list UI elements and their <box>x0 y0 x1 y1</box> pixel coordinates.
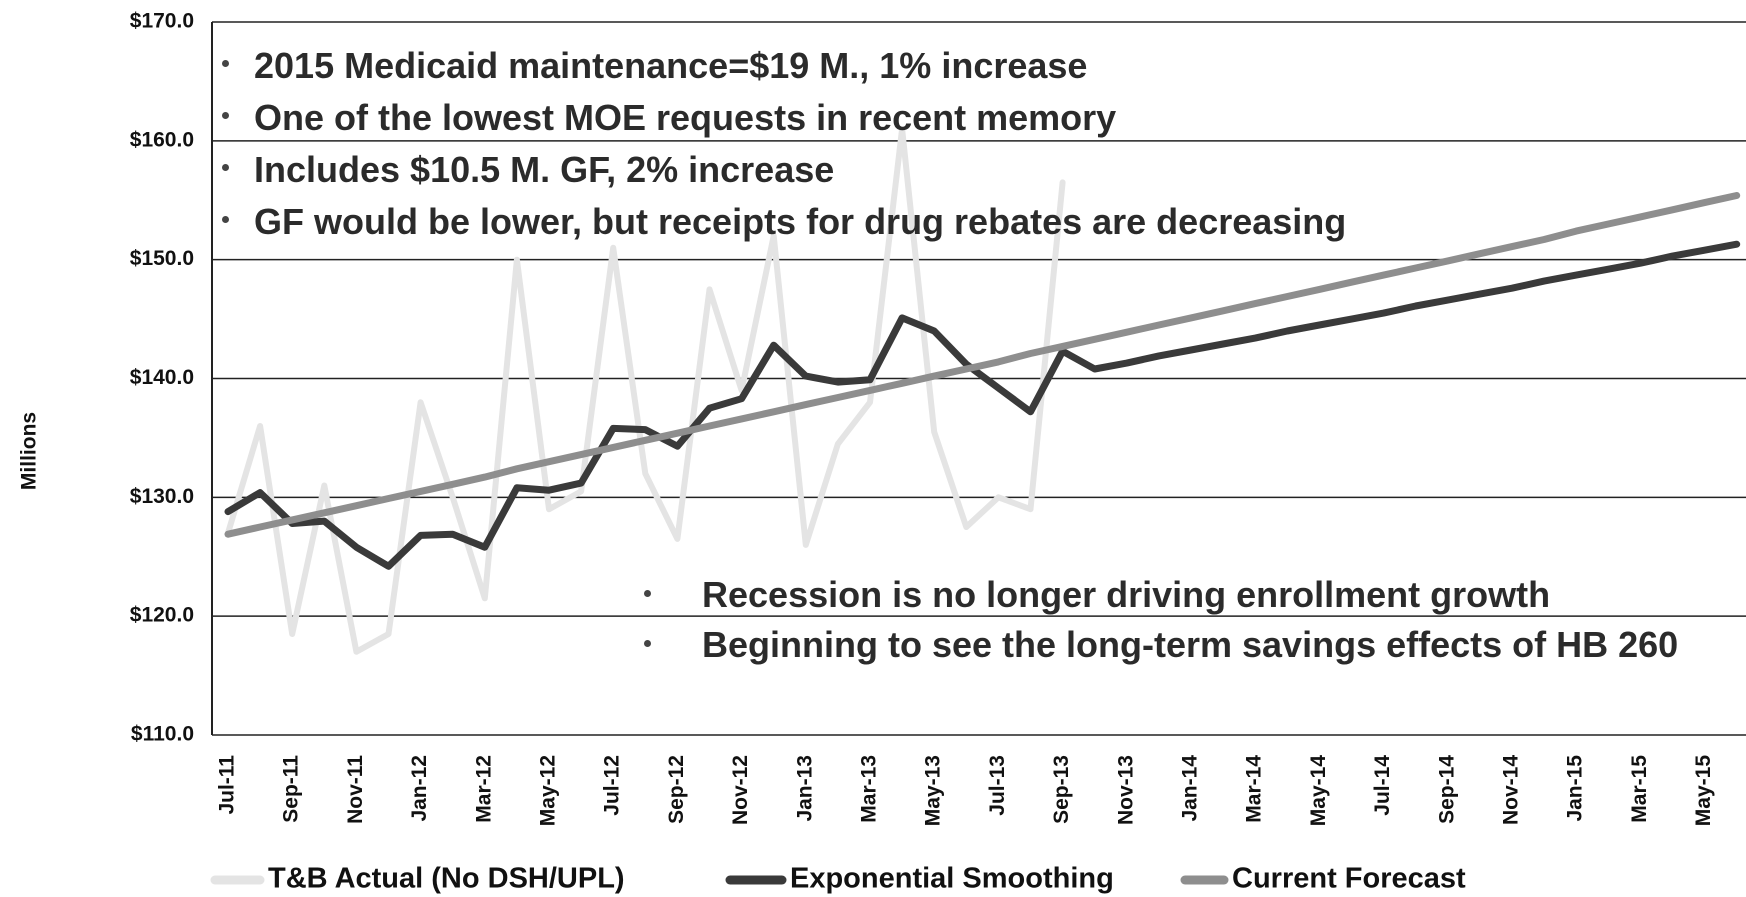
y-axis-label: Millions <box>18 412 41 490</box>
x-tick-label: Nov-14 <box>1500 755 1523 825</box>
x-tick-label: Nov-11 <box>344 755 367 824</box>
x-tick-label: Jan-12 <box>408 755 431 822</box>
annotation: Beginning to see the long-term savings e… <box>630 620 1710 670</box>
annotation-list: Recession is no longer driving enrollmen… <box>630 570 1710 670</box>
annotation: GF would be lower, but receipts for drug… <box>214 196 1346 248</box>
x-tick-label: Mar-12 <box>472 755 495 823</box>
annotation: 2015 Medicaid maintenance=$19 M., 1% inc… <box>214 40 1346 92</box>
x-tick-label: Jul-12 <box>601 755 624 816</box>
x-tick-label: Sep-12 <box>665 755 688 824</box>
y-tick-label: $120.0 <box>130 604 194 627</box>
x-tick-label: Jul-13 <box>986 755 1009 816</box>
x-tick-label: Mar-13 <box>858 755 881 823</box>
annotation: Recession is no longer driving enrollmen… <box>630 570 1710 620</box>
x-tick-label: May-13 <box>922 755 945 826</box>
y-tick-label: $140.0 <box>130 366 194 389</box>
x-tick-label: Sep-11 <box>280 755 303 823</box>
x-tick-label: May-12 <box>537 755 560 826</box>
legend-label: T&B Actual (No DSH/UPL) <box>268 863 625 895</box>
y-tick-label: $110.0 <box>131 723 194 746</box>
y-tick-label: $150.0 <box>130 247 194 270</box>
annotation: One of the lowest MOE requests in recent… <box>214 92 1346 144</box>
x-tick-label: Sep-13 <box>1050 755 1073 824</box>
x-tick-label: May-15 <box>1692 755 1715 827</box>
y-tick-label: $170.0 <box>130 10 194 33</box>
legend-label: Current Forecast <box>1232 863 1466 895</box>
annotation: Includes $10.5 M. GF, 2% increase <box>214 144 1346 196</box>
series-line <box>224 192 1741 538</box>
x-tick-label: Jul-11 <box>216 755 239 815</box>
series-line <box>225 126 1066 655</box>
x-tick-label: Jan-15 <box>1564 755 1587 822</box>
x-tick-label: Sep-14 <box>1435 755 1458 824</box>
x-tick-label: Mar-15 <box>1628 755 1651 823</box>
x-tick-label: Jan-13 <box>793 755 816 822</box>
x-tick-label: Jul-14 <box>1371 755 1394 816</box>
x-tick-label: Jan-14 <box>1179 755 1202 822</box>
series-line <box>224 240 1741 570</box>
x-tick-label: Nov-13 <box>1114 755 1137 825</box>
x-tick-label: May-14 <box>1307 755 1330 827</box>
y-tick-label: $130.0 <box>130 485 194 508</box>
x-tick-label: Mar-14 <box>1243 755 1266 823</box>
y-tick-label: $160.0 <box>130 128 194 151</box>
x-tick-label: Nov-12 <box>729 755 752 825</box>
legend-label: Exponential Smoothing <box>790 863 1114 895</box>
annotation-list: 2015 Medicaid maintenance=$19 M., 1% inc… <box>214 40 1346 248</box>
